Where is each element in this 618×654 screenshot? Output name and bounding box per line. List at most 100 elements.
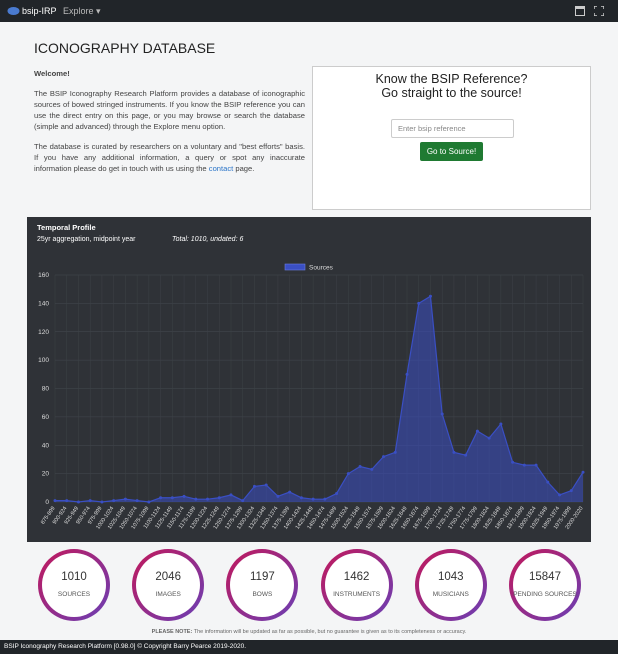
stat-circle[interactable]: 1010 SOURCES — [38, 549, 110, 621]
point — [217, 496, 221, 500]
go-button[interactable]: Go to Source! — [420, 142, 483, 161]
point — [464, 453, 468, 457]
point — [311, 497, 315, 501]
point — [499, 422, 503, 426]
y-tick-label: 140 — [38, 300, 49, 307]
stat-value: 1010 — [61, 571, 87, 583]
point — [370, 467, 374, 471]
stat-value: 1462 — [343, 571, 370, 583]
point — [88, 499, 92, 503]
y-tick-label: 100 — [38, 357, 49, 364]
point — [194, 497, 198, 501]
brand[interactable]: bsip-IRP — [22, 6, 57, 16]
legend-label: Sources — [309, 265, 334, 272]
point — [511, 460, 515, 464]
stat-label: MUSICIANS — [432, 591, 469, 598]
point — [100, 500, 104, 504]
stat-value: 1043 — [438, 571, 464, 583]
note-label: PLEASE NOTE: — [151, 629, 193, 635]
page-title: ICONOGRAPHY DATABASE — [34, 40, 216, 56]
point — [417, 301, 421, 305]
point — [276, 494, 280, 498]
paragraph: The database is curated by researchers o… — [34, 141, 305, 174]
point — [53, 499, 57, 503]
point — [123, 497, 127, 501]
point — [358, 465, 362, 469]
point — [546, 480, 550, 484]
stat-label: INSTRUMENTS — [333, 591, 381, 598]
point — [264, 483, 268, 487]
point — [241, 499, 245, 503]
stat-value: 1197 — [250, 571, 275, 583]
window-icon[interactable] — [575, 6, 585, 16]
point — [558, 493, 562, 497]
explore-menu[interactable]: Explore ▾ — [63, 6, 101, 16]
point — [475, 429, 479, 433]
point — [452, 450, 456, 454]
welcome: Welcome! — [34, 69, 70, 78]
point — [170, 496, 174, 500]
stat-circle[interactable]: 2046 IMAGES — [132, 549, 204, 621]
stat-circle[interactable]: 1043 MUSICIANS — [415, 549, 487, 621]
point — [159, 496, 163, 500]
point — [487, 436, 491, 440]
stat-label: IMAGES — [155, 591, 181, 598]
card-heading: Go straight to the source! — [381, 86, 522, 100]
point — [534, 463, 538, 467]
legend-swatch — [284, 263, 306, 271]
note: PLEASE NOTE: The information will be upd… — [0, 629, 618, 635]
contact-link[interactable]: contact — [208, 164, 234, 173]
stat-label: PENDING SOURCES — [513, 591, 577, 598]
y-tick-label: 0 — [45, 499, 49, 506]
point — [323, 497, 327, 501]
point — [288, 490, 292, 494]
footer: BSIP Iconography Research Platform [0.98… — [0, 640, 618, 654]
point — [135, 499, 139, 503]
point — [182, 494, 186, 498]
fullscreen-icon[interactable] — [594, 6, 604, 16]
point — [299, 496, 303, 500]
point — [569, 489, 573, 493]
area — [55, 296, 583, 502]
stat-circle[interactable]: 15847 PENDING SOURCES — [509, 549, 581, 621]
point — [440, 412, 444, 416]
paragraph: The BSIP Iconography Research Platform p… — [34, 89, 305, 131]
chart-subtitle: 25yr aggregation, midpoint year — [37, 236, 136, 243]
y-tick-label: 40 — [42, 442, 50, 449]
stat-label: BOWS — [252, 591, 273, 598]
text: The database is curated by researchers o… — [34, 142, 305, 173]
y-tick-label: 60 — [42, 414, 50, 421]
chart: Temporal Profile 25yr aggregation, midpo… — [37, 223, 585, 531]
navbar: bsip-IRP Explore ▾ — [0, 0, 618, 22]
point — [581, 470, 585, 474]
menu-label[interactable]: Explore — [63, 6, 94, 16]
stat-circle[interactable]: 1462 INSTRUMENTS — [321, 549, 393, 621]
point — [76, 500, 80, 504]
y-tick-label: 160 — [38, 272, 49, 279]
chart-panel: Temporal Profile 25yr aggregation, midpo… — [27, 217, 591, 542]
point — [65, 499, 69, 503]
intro: Welcome! The BSIP Iconography Research P… — [34, 68, 305, 183]
point — [405, 372, 409, 376]
point — [346, 472, 350, 476]
reference-card: Know the BSIP Reference? Go straight to … — [312, 66, 591, 210]
card-heading: Know the BSIP Reference? — [375, 72, 528, 86]
logo — [7, 7, 20, 15]
note-text: The information will be updated as far a… — [192, 629, 467, 635]
stat-value: 2046 — [155, 571, 181, 583]
point — [335, 491, 339, 495]
point — [112, 499, 116, 503]
point — [206, 497, 210, 501]
text: page. — [233, 164, 255, 173]
y-tick-label: 80 — [42, 386, 50, 393]
y-tick-label: 20 — [42, 471, 50, 478]
stat-value: 15847 — [529, 571, 561, 583]
reference-input[interactable]: Enter bsip reference — [391, 119, 514, 138]
line — [55, 295, 584, 503]
point — [229, 493, 233, 497]
point — [393, 450, 397, 454]
point — [252, 484, 256, 488]
point — [428, 294, 432, 298]
stat-circle[interactable]: 1197 BOWS — [226, 549, 298, 621]
